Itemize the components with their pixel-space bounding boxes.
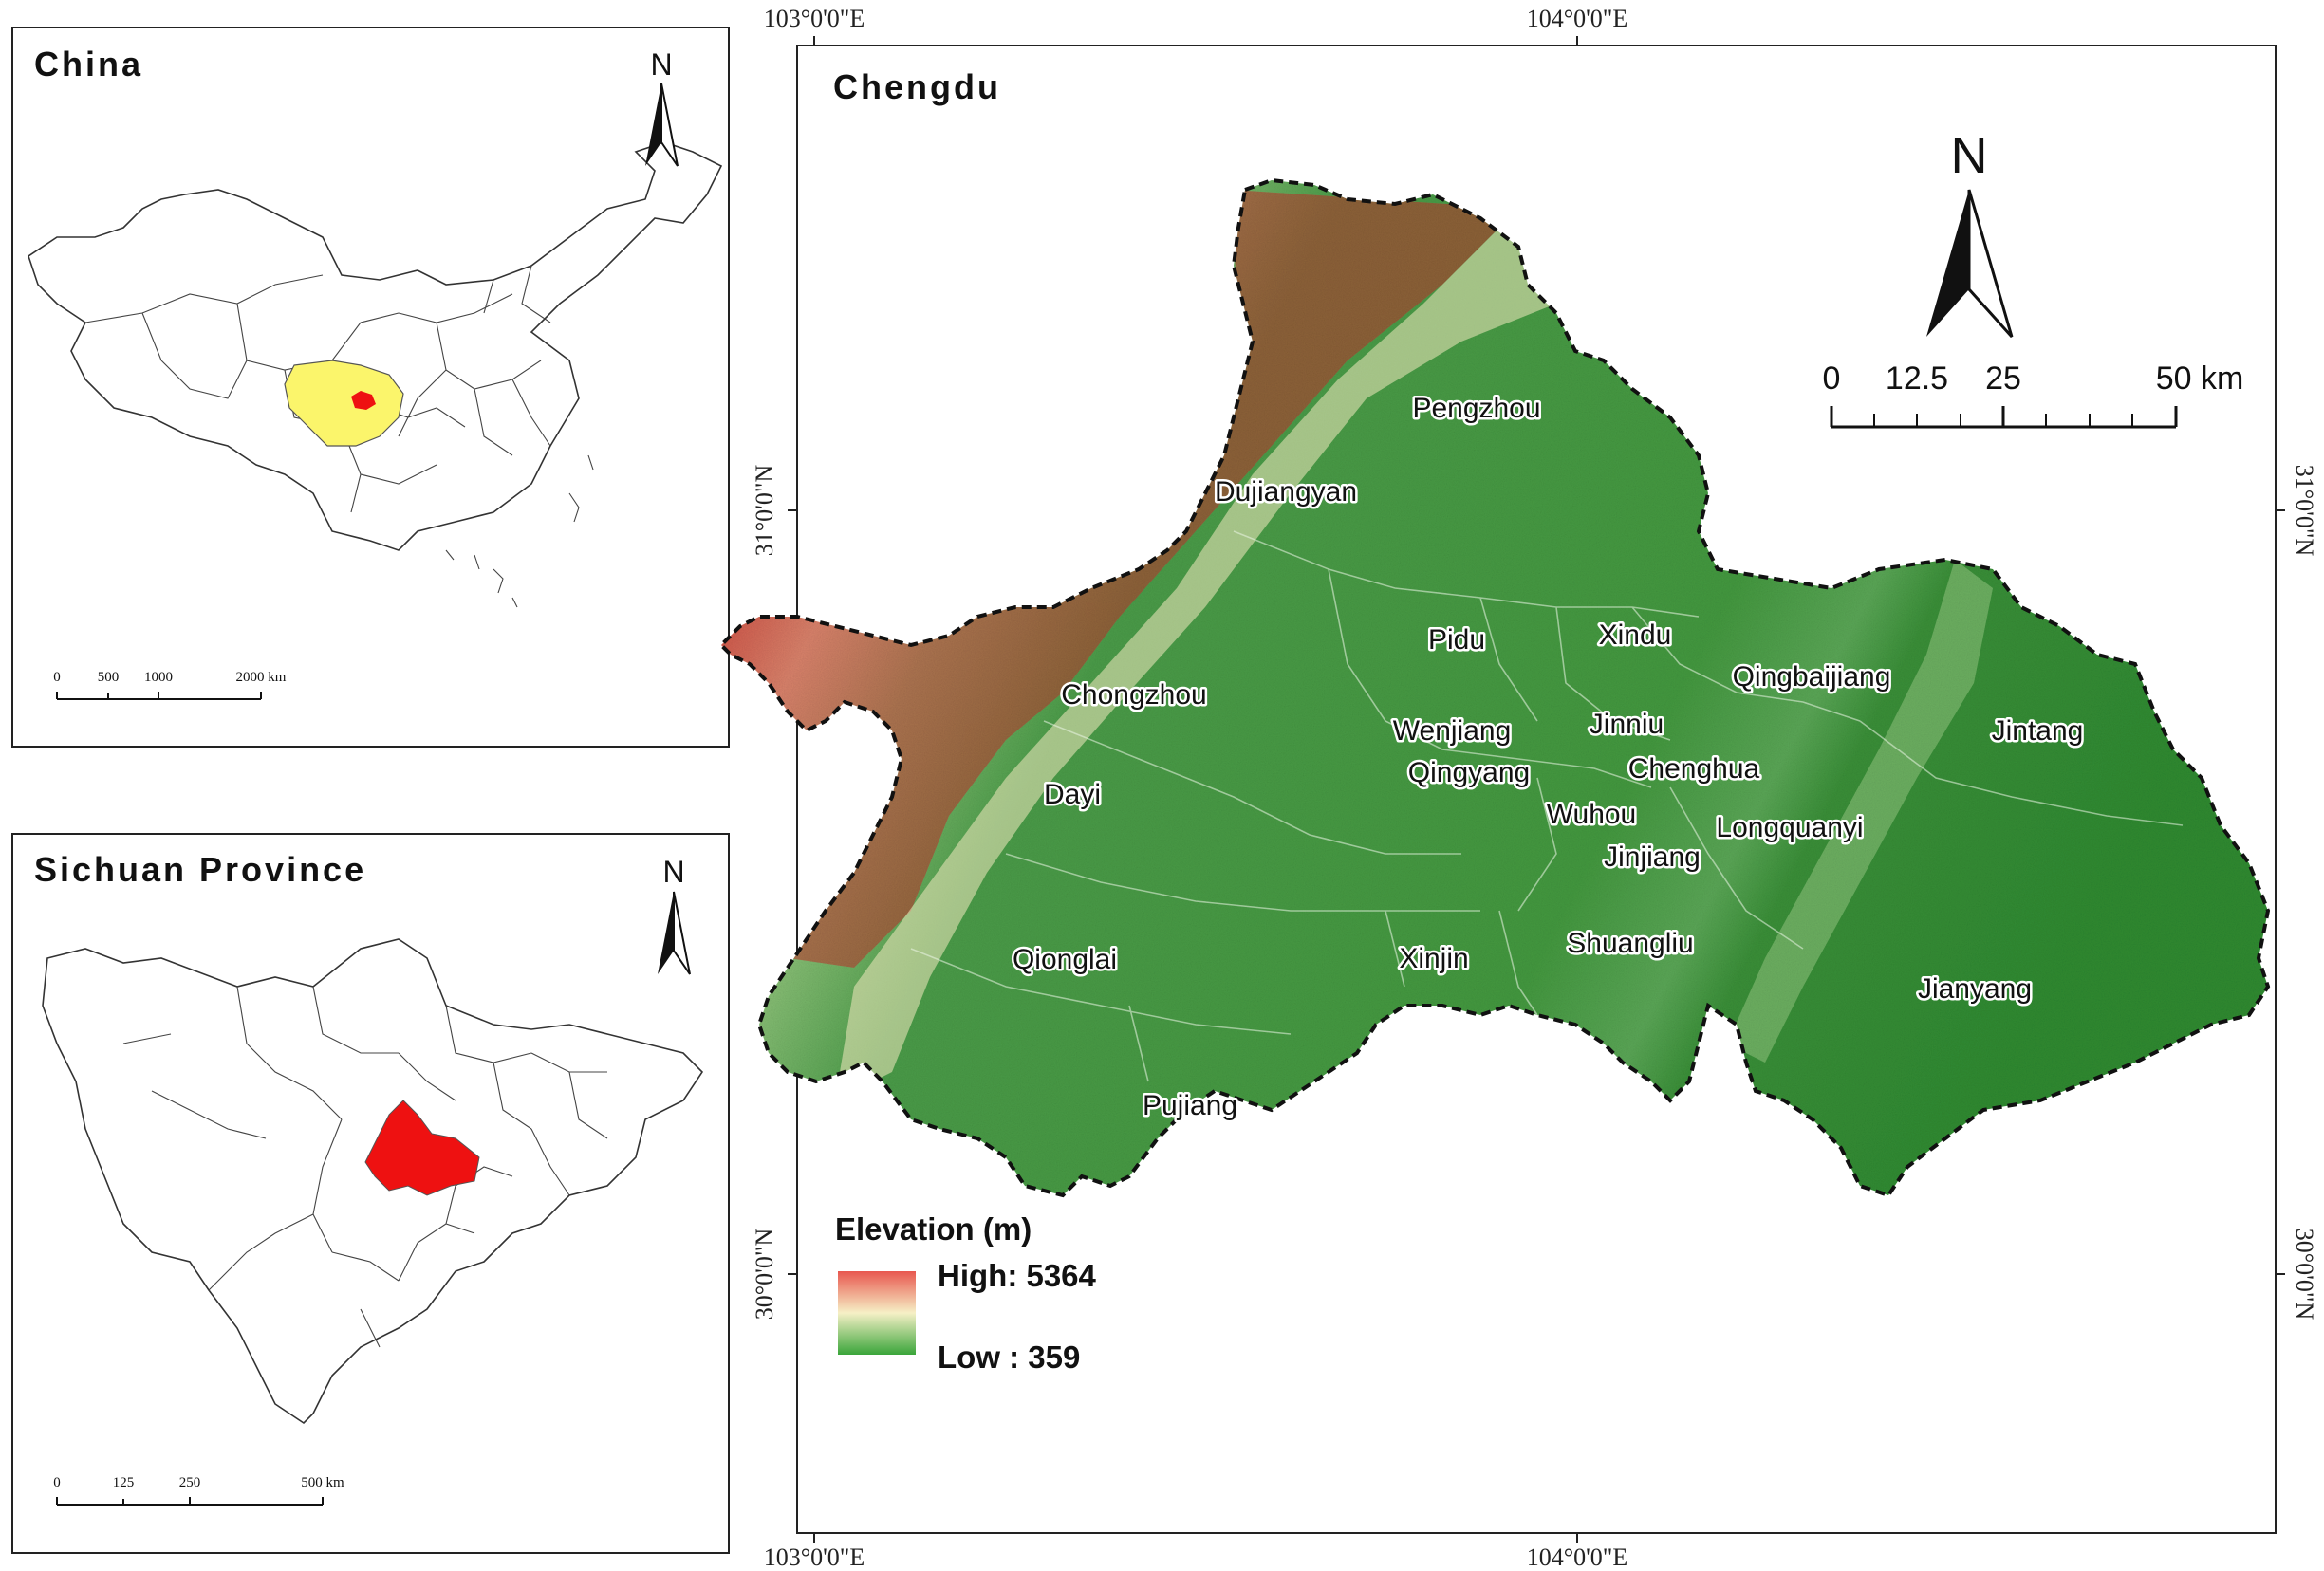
china-scale-0: 0: [53, 670, 61, 685]
coord-bottom-left: 103°0'0"E: [764, 1543, 865, 1571]
sichuan-north-arrow: N: [658, 855, 691, 975]
label-jinjiang: Jinjiang: [1604, 841, 1701, 873]
chengdu-panel: 103°0'0"E 104°0'0"E 103°0'0"E 104°0'0"E …: [718, 5, 2318, 1571]
china-islands: [445, 454, 594, 608]
coord-bottom-right: 104°0'0"E: [1527, 1543, 1628, 1571]
label-qingyang: Qingyang: [1408, 757, 1530, 788]
label-dujiangyan: Dujiangyan: [1215, 476, 1357, 508]
china-north-arrow: N: [645, 47, 679, 167]
label-pidu: Pidu: [1428, 624, 1485, 656]
sichuan-panel: Sichuan Province N 0 125 250 500 km: [11, 833, 730, 1554]
label-qingbaijiang: Qingbaijiang: [1733, 661, 1891, 693]
label-chenghua: Chenghua: [1628, 753, 1760, 785]
sichuan-scale-bar: 0 125 250 500 km: [53, 1475, 344, 1506]
label-jinniu: Jinniu: [1590, 709, 1664, 740]
legend-low: Low : 359: [938, 1340, 1080, 1375]
chengdu-scale-3: 50 km: [2156, 360, 2244, 397]
chengdu-scale-1: 12.5: [1886, 360, 1948, 397]
elevation-legend: Elevation (m) High: 5364 Low : 359: [835, 1211, 1097, 1375]
sichuan-scale-3: 500 km: [301, 1475, 344, 1490]
china-panel-title: China: [34, 45, 143, 83]
label-pujiang: Pujiang: [1143, 1090, 1237, 1121]
label-qionglai: Qionglai: [1013, 944, 1117, 975]
chengdu-in-china: [351, 391, 376, 410]
chengdu-scale-2: 25: [1985, 360, 2021, 397]
label-jintang: Jintang: [1992, 715, 2084, 747]
label-wenjiang: Wenjiang: [1393, 715, 1512, 747]
china-scale-3: 2000 km: [236, 670, 287, 685]
china-north-label: N: [650, 47, 672, 82]
sichuan-scale-0: 0: [53, 1475, 61, 1490]
legend-high: High: 5364: [938, 1258, 1097, 1293]
coord-top-left: 103°0'0"E: [764, 5, 865, 32]
chengdu-panel-title: Chengdu: [833, 67, 1001, 106]
chengdu-in-sichuan: [364, 1100, 480, 1196]
label-jianyang: Jianyang: [1918, 973, 2032, 1005]
sichuan-scale-2: 250: [179, 1475, 201, 1490]
label-pengzhou: Pengzhou: [1412, 393, 1540, 424]
chengdu-scale-0: 0: [1823, 360, 1841, 397]
china-scale-1: 500: [98, 670, 120, 685]
china-scale-2: 1000: [144, 670, 173, 685]
legend-color-ramp: [838, 1271, 916, 1355]
coord-right-lower: 30°0'0"N: [2291, 1229, 2318, 1321]
chengdu-scale-bar: 0 12.5 25 50 km: [1823, 360, 2244, 429]
label-wuhou: Wuhou: [1547, 799, 1637, 830]
sichuan-in-china: [284, 360, 404, 447]
china-scale-bar: 0 500 1000 2000 km: [53, 670, 287, 700]
label-longquanyi: Longquanyi: [1716, 812, 1863, 843]
label-xinjin: Xinjin: [1399, 943, 1468, 974]
chengdu-north-arrow: N: [1926, 127, 2014, 339]
place-labels: Pengzhou Dujiangyan Pidu Xindu Qingbaiji…: [1010, 391, 2085, 1124]
chengdu-boundary: [718, 177, 2271, 1198]
coord-left-upper: 31°0'0"N: [751, 465, 778, 557]
sichuan-panel-title: Sichuan Province: [34, 850, 366, 889]
coord-right-upper: 31°0'0"N: [2291, 465, 2318, 557]
graticule-ticks: [788, 36, 2285, 1543]
sichuan-north-label: N: [662, 855, 684, 889]
coord-top-right: 104°0'0"E: [1527, 5, 1628, 32]
label-chongzhou: Chongzhou: [1061, 679, 1206, 711]
label-dayi: Dayi: [1044, 779, 1101, 810]
legend-title: Elevation (m): [835, 1211, 1032, 1247]
label-xindu: Xindu: [1599, 619, 1672, 651]
chengdu-north-label: N: [1951, 127, 1988, 184]
sichuan-scale-1: 125: [113, 1475, 135, 1490]
district-boundaries: [910, 530, 2184, 1082]
coord-left-lower: 30°0'0"N: [751, 1229, 778, 1321]
label-shuangliu: Shuangliu: [1567, 928, 1693, 959]
china-panel: China N 0 500 1000 2000 km: [11, 27, 730, 748]
